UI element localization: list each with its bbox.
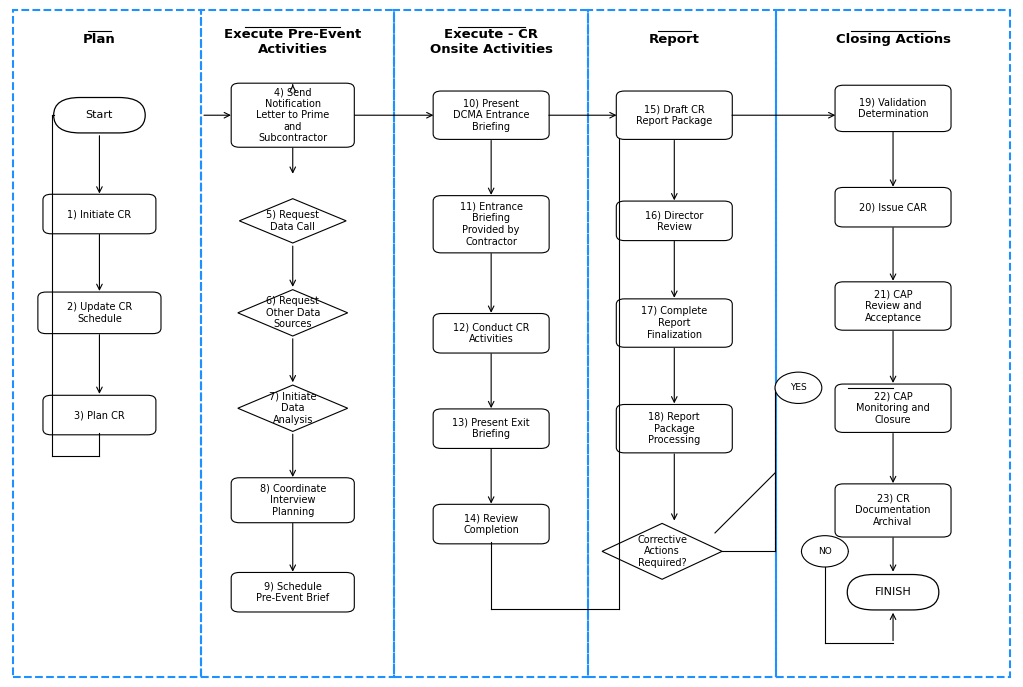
Text: 8) Coordinate
Interview
Planning: 8) Coordinate Interview Planning — [260, 484, 326, 517]
Text: 11) Entrance
Briefing
Provided by
Contractor: 11) Entrance Briefing Provided by Contra… — [459, 202, 523, 247]
FancyBboxPatch shape — [433, 196, 549, 253]
Text: 22) CAP
Monitoring and
Closure: 22) CAP Monitoring and Closure — [856, 392, 930, 425]
Text: 12) Conduct CR
Activities: 12) Conduct CR Activities — [453, 322, 529, 344]
Text: Closing Actions: Closing Actions — [836, 33, 950, 46]
Circle shape — [801, 536, 848, 567]
Polygon shape — [237, 385, 348, 431]
Text: 2) Update CR
Schedule: 2) Update CR Schedule — [66, 302, 132, 324]
Text: 4) Send
Notification
Letter to Prime
and
Subcontractor: 4) Send Notification Letter to Prime and… — [256, 87, 329, 144]
FancyBboxPatch shape — [847, 574, 939, 610]
Text: 23) CR
Documentation
Archival: 23) CR Documentation Archival — [855, 494, 931, 527]
FancyBboxPatch shape — [835, 384, 951, 432]
Text: 13) Present Exit
Briefing: 13) Present Exit Briefing — [452, 418, 530, 440]
FancyBboxPatch shape — [835, 484, 951, 537]
FancyBboxPatch shape — [433, 313, 549, 353]
FancyBboxPatch shape — [835, 188, 951, 227]
Polygon shape — [237, 290, 348, 336]
Text: YES: YES — [790, 383, 807, 392]
Circle shape — [775, 372, 821, 403]
Text: 18) Report
Package
Processing: 18) Report Package Processing — [649, 412, 701, 445]
Text: 19) Validation
Determination: 19) Validation Determination — [857, 98, 928, 120]
FancyBboxPatch shape — [433, 504, 549, 544]
FancyBboxPatch shape — [38, 292, 161, 334]
FancyBboxPatch shape — [53, 98, 145, 133]
Text: Plan: Plan — [83, 33, 116, 46]
Text: Start: Start — [86, 110, 114, 120]
FancyBboxPatch shape — [231, 477, 354, 523]
Text: 1) Initiate CR: 1) Initiate CR — [68, 209, 132, 219]
Text: 16) Director
Review: 16) Director Review — [646, 210, 704, 232]
Text: 17) Complete
Report
Finalization: 17) Complete Report Finalization — [641, 306, 708, 339]
FancyBboxPatch shape — [231, 83, 354, 147]
FancyBboxPatch shape — [835, 282, 951, 330]
Text: 15) Draft CR
Report Package: 15) Draft CR Report Package — [636, 104, 712, 126]
FancyBboxPatch shape — [616, 201, 732, 240]
Text: 14) Review
Completion: 14) Review Completion — [463, 513, 519, 535]
FancyBboxPatch shape — [43, 395, 155, 435]
FancyBboxPatch shape — [616, 405, 732, 453]
Text: Corrective
Actions
Required?: Corrective Actions Required? — [637, 534, 687, 568]
FancyBboxPatch shape — [616, 299, 732, 347]
Text: 6) Request
Other Data
Sources: 6) Request Other Data Sources — [266, 296, 320, 330]
FancyBboxPatch shape — [43, 194, 155, 234]
Text: Execute - CR
Onsite Activities: Execute - CR Onsite Activities — [430, 28, 552, 56]
FancyBboxPatch shape — [433, 409, 549, 449]
Text: 3) Plan CR: 3) Plan CR — [74, 410, 125, 420]
Text: 9) Schedule
Pre-Event Brief: 9) Schedule Pre-Event Brief — [256, 581, 329, 603]
Text: 20) Issue CAR: 20) Issue CAR — [859, 202, 927, 212]
FancyBboxPatch shape — [433, 91, 549, 139]
Text: NO: NO — [818, 547, 832, 556]
Polygon shape — [603, 523, 722, 579]
FancyBboxPatch shape — [616, 91, 732, 139]
Text: Report: Report — [649, 33, 700, 46]
Text: 5) Request
Data Call: 5) Request Data Call — [266, 210, 319, 232]
Text: Execute Pre-Event
Activities: Execute Pre-Event Activities — [224, 28, 361, 56]
Polygon shape — [239, 199, 346, 243]
Text: FINISH: FINISH — [875, 587, 911, 597]
FancyBboxPatch shape — [835, 85, 951, 132]
Text: 7) Initiate
Data
Analysis: 7) Initiate Data Analysis — [269, 392, 316, 425]
Text: 10) Present
DCMA Entrance
Briefing: 10) Present DCMA Entrance Briefing — [453, 99, 529, 132]
Text: 21) CAP
Review and
Acceptance: 21) CAP Review and Acceptance — [864, 289, 922, 323]
FancyBboxPatch shape — [231, 572, 354, 612]
